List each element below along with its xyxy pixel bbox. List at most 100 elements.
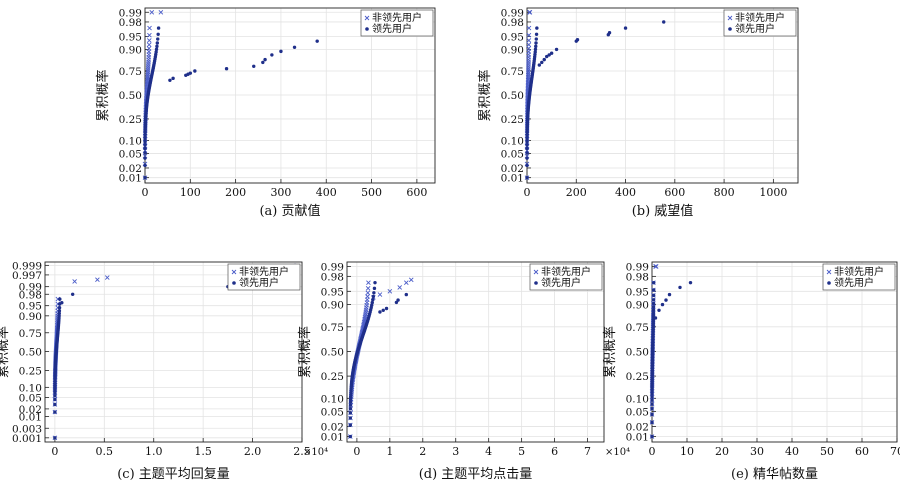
data-point-non-leading [147,32,152,38]
chart-title: (a) 贡献值 [259,203,320,219]
x-tick-label: 0 [649,445,656,458]
y-tick-label: 0.997 [12,270,42,282]
data-point-leading [650,386,654,391]
y-tick-label: 0.05 [119,148,142,160]
data-point-non-leading [397,285,403,290]
data-point-non-leading [366,280,371,285]
data-point-leading [372,286,377,291]
data-point-leading [143,134,147,139]
data-point-leading [547,53,551,57]
y-tick-label: 0.50 [19,347,42,359]
x-tick-label: 0 [142,186,149,199]
data-point-leading [545,54,549,59]
data-point-leading [653,316,658,320]
data-point-leading [270,53,274,57]
data-point-non-leading [104,275,110,280]
legend-box [822,263,896,291]
y-tick-label: 0.05 [626,407,649,419]
data-point-leading [155,44,159,49]
data-point-leading [650,395,654,399]
data-point-leading [651,298,656,302]
legend-marker-dot [728,27,732,31]
y-tick-label: 0.10 [19,382,42,394]
data-point-non-leading [526,38,532,43]
data-point-leading [525,163,529,168]
y-tick-label: 0.99 [321,261,344,273]
data-point-leading [143,156,147,160]
y-tick-label: 0.90 [626,300,649,312]
data-point-non-leading [158,9,164,15]
x-tick-label: 2 [419,445,426,458]
data-point-non-leading [408,277,414,283]
data-point-non-leading [365,294,370,299]
chart-title: (b) 威望值 [632,203,694,219]
data-point-leading [525,156,529,160]
x-tick-label: 6 [551,445,558,458]
chart-panel-3: 0 0.5 1.0 1.5 2.0 2.5×10⁴0.0010.0030.010.020.… [0,260,328,482]
data-point-non-leading [146,42,152,48]
x-tick-label: 300 [270,186,291,199]
data-point-non-leading [526,32,532,38]
data-point-non-leading [525,73,531,78]
data-point-leading [348,403,353,407]
data-point-leading [171,76,175,81]
data-point-leading [348,407,353,411]
x-tick-label: 20 [715,445,729,458]
x-tick-label: 800 [714,186,735,199]
data-point-leading [384,306,389,311]
data-point-leading [373,280,377,285]
data-point-non-leading [387,288,393,294]
x-tick-label: 600 [664,186,685,199]
data-point-leading [662,20,666,24]
y-tick-label: 0.02 [321,422,344,434]
legend-marker-x [364,15,370,21]
data-point-leading [678,285,682,290]
y-tick-label: 0.10 [321,393,344,405]
y-tick-label: 0.01 [19,411,42,423]
data-point-leading [57,309,62,313]
data-point-non-leading [145,69,151,75]
legend-box [529,263,603,291]
data-point-leading [652,288,656,292]
data-point-leading [660,302,665,307]
data-point-leading [370,300,374,305]
legend-marker-dot [534,281,538,285]
legend-label-leading: 领先用户 [541,276,581,289]
y-tick-label: 0.75 [119,66,142,78]
chart-title: (e) 精华帖数量 [731,467,818,482]
data-point-non-leading [146,38,152,43]
y-tick-label: 0.02 [501,163,524,175]
data-point-leading [688,280,693,285]
y-tick-label: 0.95 [119,31,142,43]
plot-area [45,262,302,442]
legend-label-non-leading: 非领先用户 [541,265,591,278]
x-tick-label: 200 [225,186,246,199]
data-point-leading [70,292,75,296]
data-point-non-leading [147,25,152,31]
legend-label-non-leading: 非领先用户 [834,265,884,278]
data-point-leading [155,41,160,45]
data-point-non-leading [365,286,371,291]
data-point-leading [53,388,57,392]
x-tick-label: 50 [820,445,834,458]
y-axis-label: 累积概率 [0,326,11,378]
data-point-non-leading [526,67,531,73]
x-tick-label: 600 [406,186,427,199]
data-point-leading [525,140,529,144]
data-point-leading [394,300,399,305]
y-axis-label: 累积概率 [297,326,313,378]
data-point-leading [156,32,160,36]
legend-label-leading: 领先用户 [735,22,775,35]
data-point-leading [143,151,147,155]
data-point-leading [57,311,61,316]
data-point-non-leading [403,280,409,285]
y-tick-label: 0.95 [501,31,524,43]
data-point-leading [650,392,654,396]
data-point-leading [53,397,57,402]
data-point-leading [664,298,668,302]
data-point-leading [378,310,382,314]
y-tick-label: 0.98 [626,271,649,283]
